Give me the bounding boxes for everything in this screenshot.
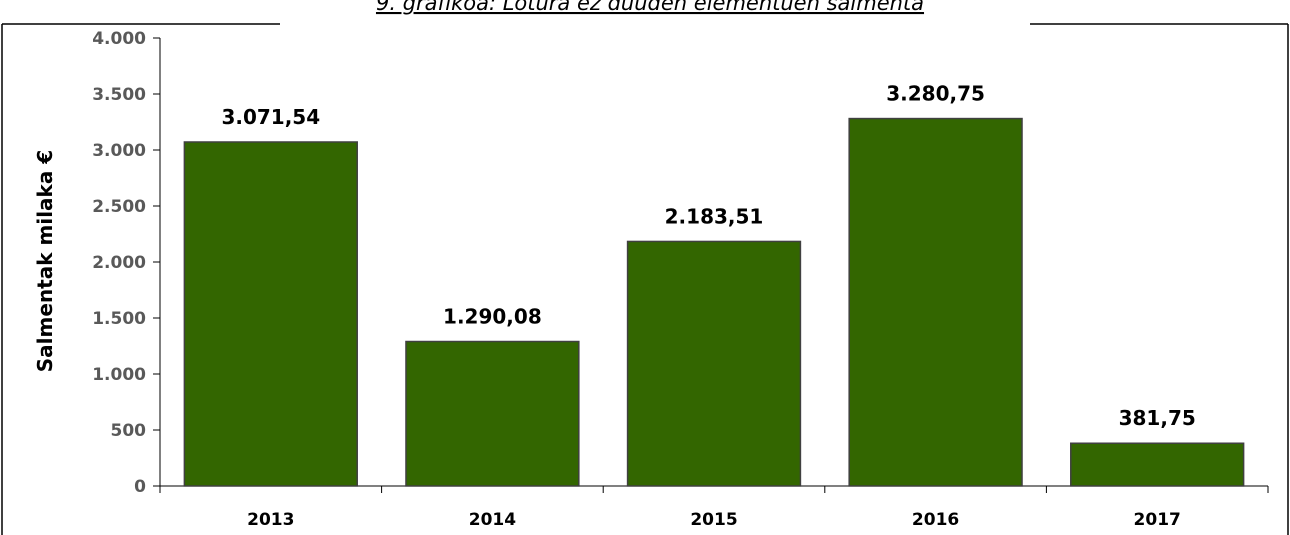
x-tick-label: 2017 xyxy=(1134,510,1181,530)
chart-frame xyxy=(1,23,1289,535)
x-tick-label: 2015 xyxy=(690,510,737,530)
x-tick-label: 2013 xyxy=(247,510,294,530)
bar-2013 xyxy=(183,141,358,487)
bar-2016 xyxy=(848,117,1023,487)
y-tick-label: 2.500 xyxy=(92,197,146,217)
x-tick-label: 2016 xyxy=(912,510,959,530)
x-tick-label: 2014 xyxy=(469,510,516,530)
data-label-2015: 2.183,51 xyxy=(665,204,764,228)
data-label-2017: 381,75 xyxy=(1119,406,1196,430)
y-tick-label: 1.000 xyxy=(92,365,146,385)
x-axis: 2013 2014 2015 2016 2017 xyxy=(159,485,1269,530)
y-axis-label: Salmentak milaka € xyxy=(33,150,57,372)
bar-2015 xyxy=(626,240,802,487)
y-axis: 0 500 1.000 1.500 2.000 2.500 3.000 3.500 4.000 xyxy=(92,29,161,497)
data-label-2016: 3.280,75 xyxy=(886,82,985,106)
bar-2017 xyxy=(1070,442,1245,487)
y-tick-label: 3.500 xyxy=(92,85,146,105)
bar-2014 xyxy=(405,340,580,487)
y-tick-label: 1.500 xyxy=(92,309,146,329)
data-labels-group: 3.071,54 1.290,08 2.183,51 3.280,75 381,75 xyxy=(221,82,1195,431)
y-tick-label: 0 xyxy=(134,477,146,497)
y-tick-label: 500 xyxy=(111,421,147,441)
y-tick-label: 4.000 xyxy=(92,29,146,49)
bars-group xyxy=(183,117,1245,487)
chart-title: 9. grafikoa: Lotura ez duuden elementuen… xyxy=(376,0,924,15)
data-label-2014: 1.290,08 xyxy=(443,305,542,329)
y-tick-label: 3.000 xyxy=(92,141,146,161)
y-tick-label: 2.000 xyxy=(92,253,146,273)
data-label-2013: 3.071,54 xyxy=(221,105,320,129)
